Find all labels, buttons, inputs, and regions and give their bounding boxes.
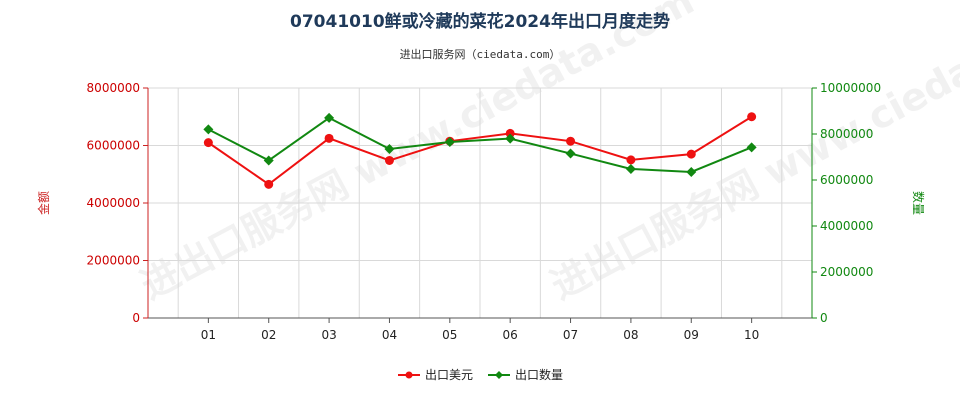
tick-label-x: 07 bbox=[563, 328, 578, 342]
legend-marker bbox=[495, 371, 503, 379]
data-point-quantity bbox=[505, 133, 516, 144]
tick-label-x: 06 bbox=[503, 328, 518, 342]
y-axis-label-right: 数量 bbox=[911, 191, 926, 215]
tick-label-x: 01 bbox=[201, 328, 216, 342]
chart-subtitle: 进出口服务网（ciedata.com） bbox=[400, 47, 561, 61]
data-point-usd bbox=[264, 179, 274, 189]
tick-label-x: 02 bbox=[261, 328, 276, 342]
tick-label-left: 2000000 bbox=[87, 254, 140, 268]
tick-label-right: 2000000 bbox=[820, 265, 873, 279]
tick-label-right: 8000000 bbox=[820, 127, 873, 141]
tick-labels: 0 2000000 4000000 6000000 8000000 0 2000000 400… bbox=[87, 81, 882, 342]
data-point-quantity bbox=[625, 163, 636, 174]
legend-marker bbox=[405, 371, 413, 379]
data-point-quantity bbox=[444, 137, 455, 148]
data-point-quantity bbox=[263, 155, 274, 166]
y-axis-label-left: 金额 bbox=[36, 191, 51, 215]
tick-label-right: 6000000 bbox=[820, 173, 873, 187]
series-line-2 bbox=[207, 116, 753, 173]
chart-title: 07041010鲜或冷藏的菜花2024年出口月度走势 bbox=[290, 11, 670, 32]
data-point-quantity bbox=[565, 148, 576, 159]
data-point-quantity bbox=[384, 143, 395, 154]
tick-label-left: 6000000 bbox=[87, 139, 140, 153]
grid bbox=[148, 87, 812, 319]
tick-label-x: 08 bbox=[623, 328, 638, 342]
tick-label-x: 09 bbox=[684, 328, 699, 342]
tick-label-x: 04 bbox=[382, 328, 397, 342]
tick-label-right: 10000000 bbox=[820, 81, 881, 95]
data-point-usd bbox=[203, 138, 213, 148]
legend: 出口美元 出口数量 bbox=[398, 367, 563, 382]
tick-label-left: 0 bbox=[132, 311, 140, 325]
series-layer bbox=[203, 112, 757, 189]
data-point-usd bbox=[505, 128, 515, 138]
legend-label: 出口数量 bbox=[515, 367, 563, 382]
data-point-usd bbox=[384, 155, 394, 165]
legend-label: 出口美元 bbox=[425, 368, 473, 382]
tick-label-x: 03 bbox=[321, 328, 336, 342]
data-point-quantity bbox=[324, 112, 335, 123]
data-point-usd bbox=[324, 133, 334, 143]
data-point-usd bbox=[686, 149, 696, 159]
tick-label-left: 4000000 bbox=[87, 196, 140, 210]
tick-label-x: 05 bbox=[442, 328, 457, 342]
data-point-usd bbox=[626, 155, 636, 165]
tick-label-right: 4000000 bbox=[820, 219, 873, 233]
tick-label-x: 10 bbox=[744, 328, 759, 342]
tick-label-right: 0 bbox=[820, 311, 828, 325]
data-point-quantity bbox=[686, 166, 697, 177]
data-point-quantity bbox=[203, 124, 214, 135]
series-line-1 bbox=[207, 115, 753, 186]
data-point-quantity bbox=[746, 142, 757, 153]
data-point-usd bbox=[566, 136, 576, 146]
data-point-usd bbox=[747, 112, 757, 122]
tick-label-left: 8000000 bbox=[87, 81, 140, 95]
